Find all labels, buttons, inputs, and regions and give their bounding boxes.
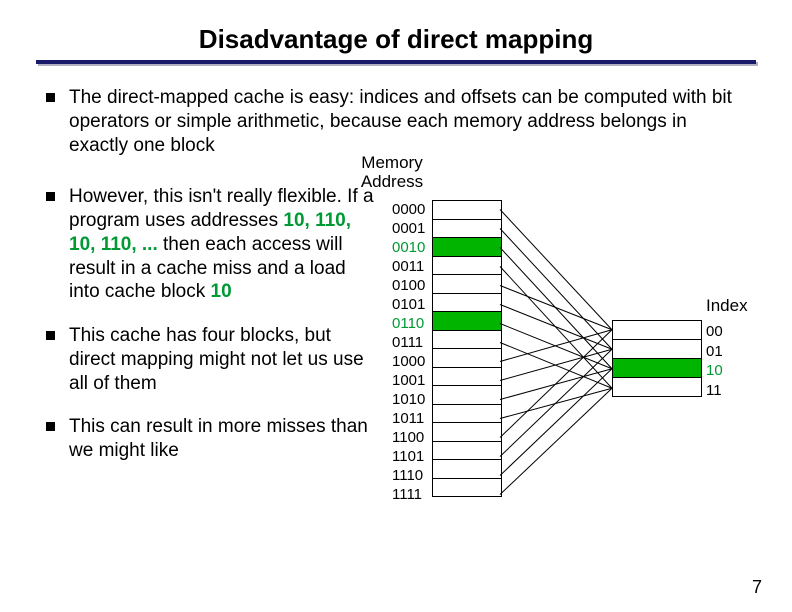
memory-address: 1001	[392, 371, 425, 390]
memory-cell	[433, 238, 501, 257]
label-memory: Memory	[361, 153, 422, 172]
memory-address: 1101	[392, 447, 425, 466]
memory-address-label: Memory Address	[356, 154, 428, 191]
page-number: 7	[752, 577, 762, 598]
bullet-text: This cache has four blocks, but direct m…	[69, 324, 379, 395]
memory-cell	[433, 423, 501, 442]
memory-cell	[433, 275, 501, 294]
cache-index: 01	[706, 342, 723, 362]
cache-cell	[613, 378, 701, 396]
memory-cell	[433, 220, 501, 239]
memory-address: 0101	[392, 295, 425, 314]
cache-cell	[613, 359, 701, 378]
cache-index: 10	[706, 361, 723, 381]
bullet-1: The direct-mapped cache is easy: indices…	[46, 86, 746, 157]
memory-address: 1100	[392, 428, 425, 447]
cache-cell	[613, 321, 701, 340]
memory-address: 1011	[392, 409, 425, 428]
memory-cell	[433, 442, 501, 461]
memory-address: 0110	[392, 314, 425, 333]
memory-address: 1010	[392, 390, 425, 409]
memory-address: 0100	[392, 276, 425, 295]
memory-address-column: 0000000100100011010001010110011110001001…	[392, 200, 425, 504]
bullet-marker	[46, 93, 55, 102]
cache-index: 00	[706, 322, 723, 342]
cache-index: 11	[706, 381, 723, 401]
memory-address: 1110	[392, 466, 425, 485]
memory-table	[432, 200, 502, 497]
bullet-marker	[46, 192, 55, 201]
bullet-text: However, this isn't really flexible. If …	[69, 185, 379, 304]
memory-cell	[433, 201, 501, 220]
memory-cell	[433, 294, 501, 313]
highlight-text: 10	[211, 281, 232, 302]
memory-cell	[433, 405, 501, 424]
title-rule	[36, 60, 756, 64]
cache-cell	[613, 340, 701, 359]
memory-address: 0011	[392, 257, 425, 276]
memory-cell	[433, 349, 501, 368]
memory-address: 0001	[392, 219, 425, 238]
memory-cell	[433, 460, 501, 479]
memory-address: 0111	[392, 333, 425, 352]
memory-cell	[433, 257, 501, 276]
bullet-text: This can result in more misses than we m…	[69, 415, 379, 463]
cache-table	[612, 320, 702, 397]
memory-address: 0000	[392, 200, 425, 219]
bullet-marker	[46, 331, 55, 340]
label-address: Address	[361, 172, 423, 191]
memory-cell	[433, 312, 501, 331]
memory-cell	[433, 386, 501, 405]
cache-index-column: 00011011	[706, 322, 723, 400]
index-label: Index	[706, 296, 748, 316]
memory-address: 0010	[392, 238, 425, 257]
slide-title: Disadvantage of direct mapping	[0, 24, 792, 55]
memory-address: 1111	[392, 485, 425, 504]
memory-cell	[433, 331, 501, 350]
bullet-text: The direct-mapped cache is easy: indices…	[69, 86, 746, 157]
memory-address: 1000	[392, 352, 425, 371]
bullet-marker	[46, 422, 55, 431]
memory-cell	[433, 479, 501, 497]
memory-cell	[433, 368, 501, 387]
